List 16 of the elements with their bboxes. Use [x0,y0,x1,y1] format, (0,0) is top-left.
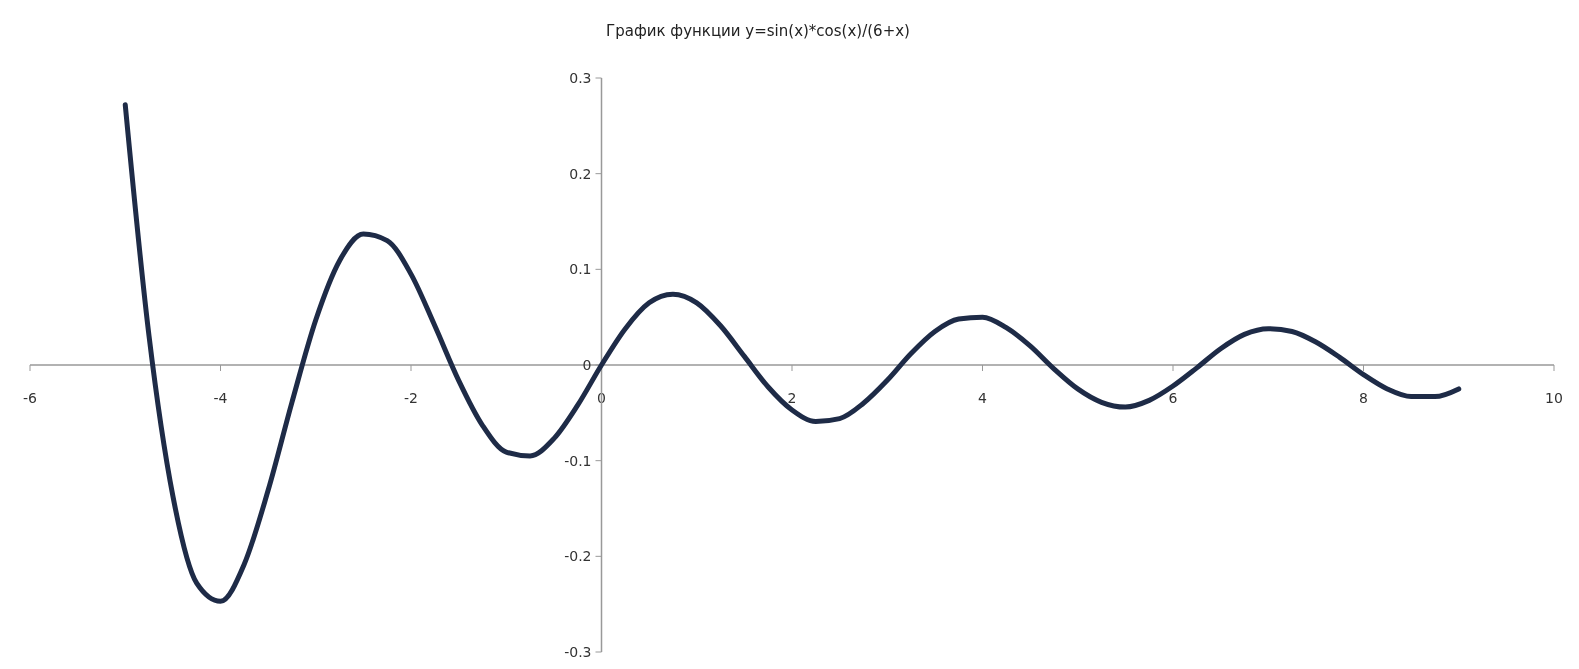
x-tick-label: -6 [23,390,38,406]
y-tick-label: -0.2 [564,548,592,565]
x-tick-label: -4 [213,390,228,406]
y-tick-label: -0.3 [564,644,592,660]
x-tick-label: 2 [787,390,797,406]
y-tick-label: -0.1 [564,452,592,469]
y-tick-label: 0.1 [569,261,592,278]
y-tick-label: 0.2 [569,165,592,182]
chart-title: График функции y=sin(x)*cos(x)/(6+x) [606,22,910,40]
x-tick-label: -2 [404,390,418,406]
x-tick-label: 10 [1545,390,1563,406]
y-tick-label: 0.3 [569,70,592,86]
y-tick-label: 0 [582,357,592,373]
x-tick-label: 4 [978,390,988,406]
x-tick-label: 6 [1168,390,1178,406]
x-tick-label: 8 [1359,390,1368,406]
